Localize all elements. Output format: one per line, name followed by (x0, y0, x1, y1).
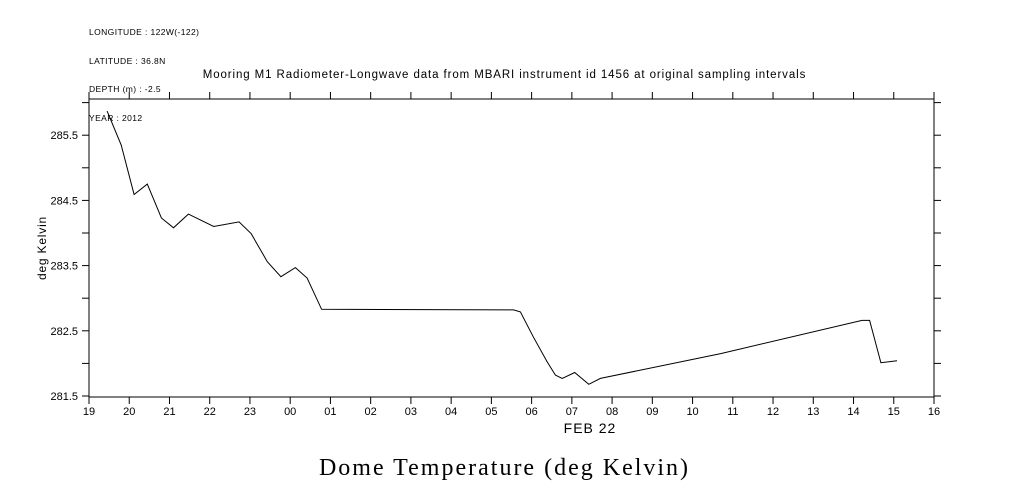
x-axis-tick-label: 23 (244, 406, 256, 418)
x-axis-tick-label: 07 (566, 406, 578, 418)
figure-caption: Dome Temperature (deg Kelvin) (318, 455, 691, 481)
x-axis-tick-label: 22 (204, 406, 216, 418)
x-axis-tick-label: 08 (606, 406, 618, 418)
x-axis-tick-label: 05 (485, 406, 497, 418)
x-axis-tick-label: 19 (83, 406, 95, 418)
x-axis-tick-label: 04 (445, 406, 457, 418)
x-axis-tick-label: 20 (123, 406, 135, 418)
y-axis-label: deg Kelvin (35, 215, 49, 281)
y-axis-tick-label: 284.5 (50, 195, 78, 207)
x-axis-tick-label: 12 (767, 406, 779, 418)
x-axis-tick-label: 13 (807, 406, 819, 418)
chart-title: Mooring M1 Radiometer-Longwave data from… (202, 69, 807, 81)
x-axis-tick-label: 00 (284, 406, 296, 418)
x-axis-date-label: FEB 22 (563, 420, 617, 436)
x-axis-tick-label: 14 (847, 406, 859, 418)
x-axis-tick-label: 03 (405, 406, 417, 418)
x-axis-tick-label: 02 (365, 406, 377, 418)
metadata-longitude: LONGITUDE : 122W(-122) (89, 27, 200, 37)
x-axis-tick-label: 09 (646, 406, 658, 418)
y-axis-tick-label: 281.5 (50, 391, 78, 403)
x-axis-tick-label: 10 (686, 406, 698, 418)
metadata-depth: DEPTH (m) : -2.5 (89, 84, 162, 94)
metadata-year: YEAR : 2012 (89, 112, 143, 123)
x-axis-tick-label: 06 (525, 406, 537, 418)
x-axis-tick-label: 01 (324, 406, 336, 418)
x-axis-tick-label: 21 (163, 406, 175, 418)
y-axis-tick-label: 283.5 (50, 261, 78, 273)
x-axis-tick-label: 16 (928, 406, 940, 418)
plot-frame (88, 98, 935, 398)
metadata-block: LONGITUDE : 122W(-122) LATITUDE : 36.8N … (89, 9, 199, 142)
metadata-latitude: LATITUDE : 36.8N (89, 55, 166, 66)
temperature-line (106, 110, 898, 385)
y-axis-tick-label: 285.5 (50, 130, 78, 142)
x-axis-tick-label: 15 (888, 406, 900, 418)
y-axis-tick-label: 282.5 (50, 326, 78, 338)
x-axis-tick-label: 11 (727, 406, 738, 418)
